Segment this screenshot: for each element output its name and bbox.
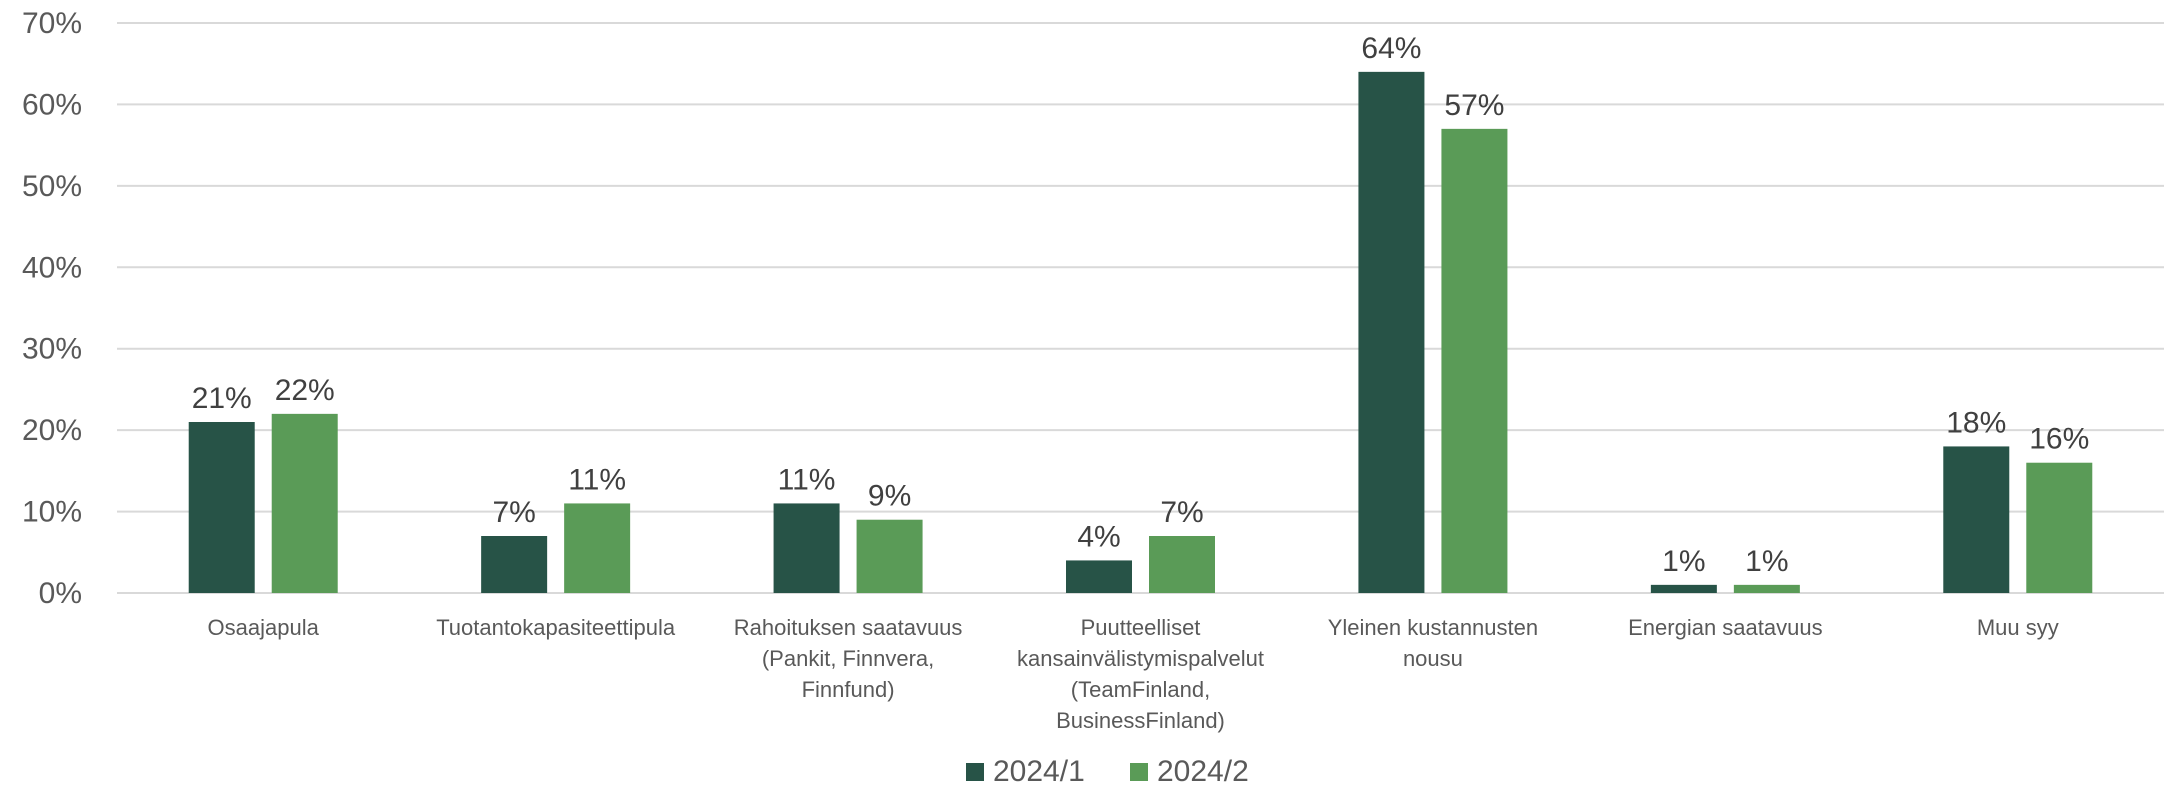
bar: [1650, 584, 1717, 593]
data-label: 57%: [1444, 89, 1504, 122]
data-label: 11%: [568, 463, 626, 496]
data-label: 1%: [1745, 545, 1788, 578]
bar: [271, 413, 338, 593]
bar: [1066, 560, 1132, 593]
bar: [564, 503, 631, 593]
legend-label: 2024/2: [1157, 755, 1249, 788]
data-label: 7%: [492, 496, 535, 529]
bar: [481, 536, 548, 593]
y-tick-label: 30%: [22, 333, 82, 366]
y-tick-label: 50%: [22, 170, 82, 203]
category-label: nousu: [1403, 646, 1463, 671]
category-label: BusinessFinland): [1056, 708, 1225, 733]
category-label: Finnfund): [802, 677, 895, 702]
legend-swatch: [1130, 763, 1148, 781]
data-label: 18%: [1946, 406, 2006, 439]
data-label: 16%: [2029, 423, 2089, 456]
y-tick-label: 70%: [22, 7, 82, 40]
data-label: 11%: [778, 463, 836, 496]
category-labels: Osaajapula Tuotantokapasiteettipula Rahoit…: [208, 615, 2059, 733]
category-label: Osaajapula: [208, 615, 320, 640]
y-tick-label: 40%: [22, 251, 82, 284]
data-label: 64%: [1361, 32, 1421, 65]
data-label: 7%: [1160, 496, 1203, 529]
bars: [188, 71, 2093, 594]
category-label: kansainvälistymispalvelut: [1017, 646, 1264, 671]
legend-swatch: [966, 763, 984, 781]
category-label: (TeamFinland,: [1071, 677, 1210, 702]
category-label: Muu syy: [1977, 615, 2059, 640]
data-label: 1%: [1662, 545, 1705, 578]
bar: [773, 503, 840, 593]
category-label: Energian saatavuus: [1628, 615, 1822, 640]
y-tick-label: 20%: [22, 414, 82, 447]
y-tick-label: 10%: [22, 496, 82, 529]
category-label: Tuotantokapasiteettipula: [436, 615, 676, 640]
category-label: Puutteelliset: [1081, 615, 1201, 640]
category-label: Rahoituksen saatavuus: [734, 615, 963, 640]
data-label: 21%: [192, 382, 252, 415]
y-tick-label: 0%: [39, 577, 82, 610]
bar: [188, 422, 255, 593]
bar: [856, 519, 923, 593]
data-label: 4%: [1077, 520, 1120, 553]
bar: [1733, 584, 1800, 593]
data-label: 9%: [868, 480, 911, 513]
bar: [2026, 462, 2093, 593]
gridlines: [117, 22, 2164, 594]
data-label: 22%: [275, 374, 335, 407]
y-axis-tick-labels: 0% 10% 20% 30% 40% 50% 60% 70%: [22, 7, 82, 610]
legend: 2024/1 2024/2: [966, 755, 1249, 788]
category-label: Yleinen kustannusten: [1328, 615, 1538, 640]
y-tick-label: 60%: [22, 88, 82, 121]
bar: [1358, 71, 1425, 594]
bar: [1943, 446, 2010, 593]
category-label: (Pankit, Finnvera,: [762, 646, 934, 671]
bar: [1149, 536, 1215, 593]
legend-label: 2024/1: [993, 755, 1085, 788]
data-labels: 21% 22% 7% 11% 11% 9% 4% 7% 64% 57% 1% 1% 18% 16%: [192, 32, 2090, 578]
bar: [1441, 128, 1508, 593]
